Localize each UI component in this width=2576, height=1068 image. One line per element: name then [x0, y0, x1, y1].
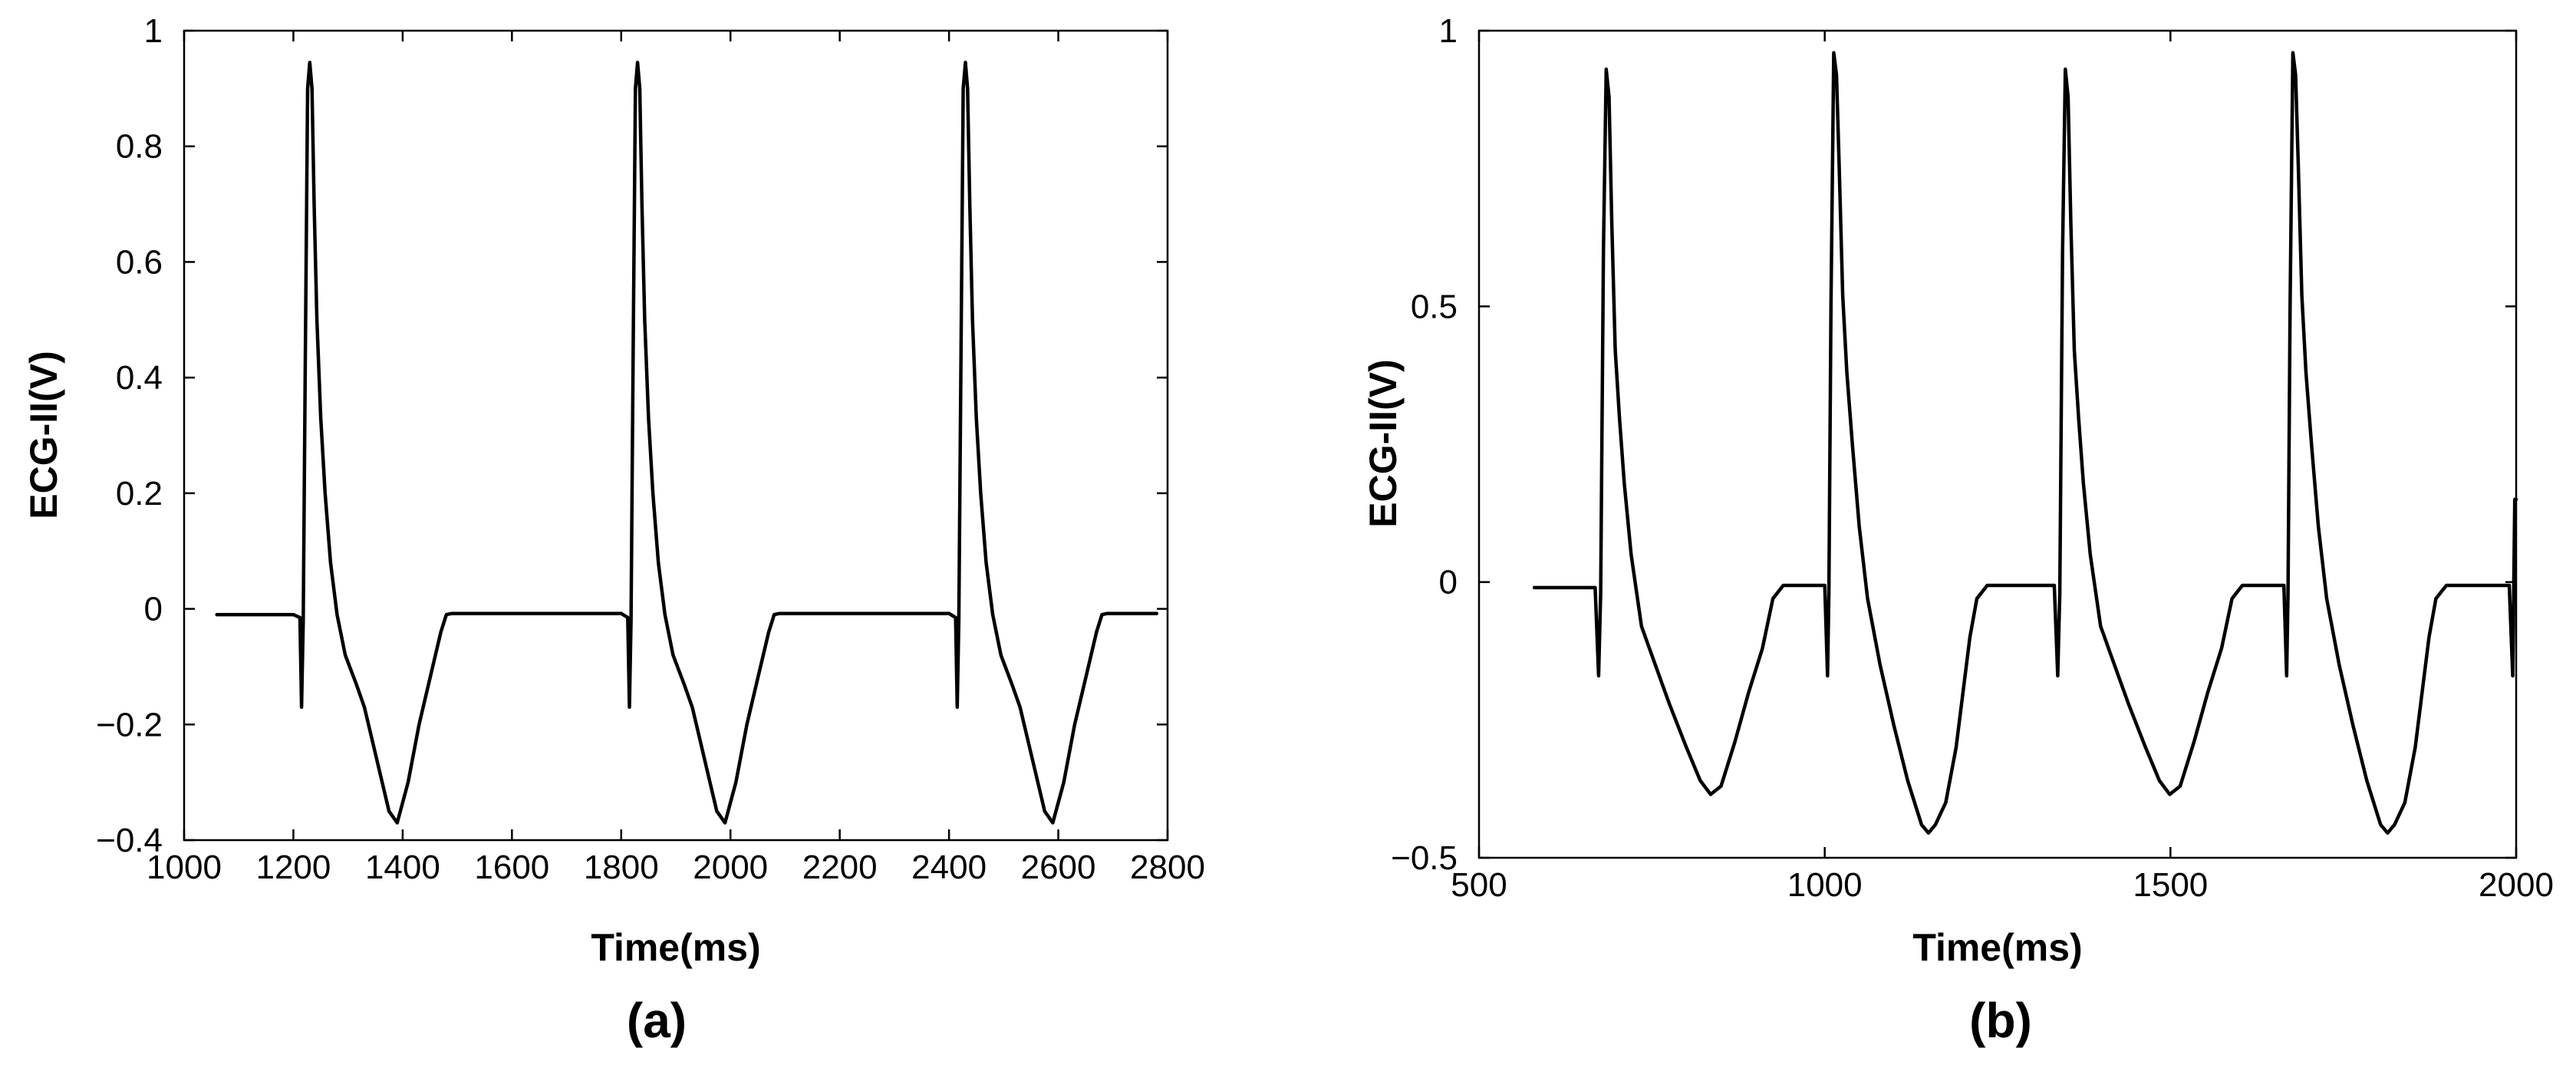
- panel-a-x-ticks: 1000 1200 1400 1600 1800 2000 2200 2400 2600 2800: [147, 31, 1205, 886]
- panel-a-y-tick-label: 0: [144, 591, 163, 628]
- panel-b-y-tick-label: 0.5: [1411, 288, 1458, 325]
- panel-a-y-axis-label: ECG-II(V): [22, 351, 65, 519]
- panel-b-label: (b): [1969, 993, 2032, 1048]
- panel-a-y-tick-label: 0.4: [116, 359, 163, 397]
- panel-a-chart: 1000 1200 1400 1600 1800 2000 2200 2400 2600 2800…: [22, 12, 1205, 1048]
- panel-a-x-tick-label: 2200: [802, 849, 878, 886]
- panel-a-y-ticks: −0.4 −0.2 0 0.2 0.4 0.6 0.8 1: [96, 12, 1168, 859]
- panel-a-y-tick-label: 0.6: [116, 243, 163, 281]
- panel-b-x-ticks: 500 1000 1500 2000: [1451, 31, 2554, 904]
- panel-b-series-line: [1532, 51, 2518, 835]
- panel-a-y-tick-label: −0.4: [96, 822, 163, 859]
- panel-a-x-tick-label: 1400: [365, 849, 440, 886]
- panel-b-y-ticks: −0.5 0 0.5 1: [1391, 12, 2516, 877]
- panel-b-y-axis-label: ECG-II(V): [1362, 359, 1405, 527]
- panel-a-x-tick-label: 2400: [911, 849, 987, 886]
- panel-a-x-tick-label: 1600: [474, 849, 549, 886]
- panel-a-x-axis-label: Time(ms): [591, 926, 760, 969]
- panel-b-y-tick-label: 0: [1439, 564, 1458, 602]
- panel-b-x-axis-label: Time(ms): [1912, 926, 2082, 969]
- panel-a-y-tick-label: 0.8: [116, 128, 163, 166]
- panel-a-x-tick-label: 1000: [147, 849, 222, 886]
- panel-a-x-tick-label: 2600: [1021, 849, 1096, 886]
- panel-a-x-tick-label: 2800: [1130, 849, 1205, 886]
- panel-b-x-tick-label: 1500: [2133, 866, 2208, 904]
- panel-a-plot-frame: [183, 29, 1169, 842]
- panel-b-chart: 500 1000 1500 2000 −0.5 0 0.5 1 Time(ms) ECG-I…: [1362, 12, 2554, 1048]
- panel-a-x-tick-label: 2000: [693, 849, 768, 886]
- panel-b-y-tick-label: −0.5: [1391, 839, 1458, 877]
- panel-b-plot-frame: [1477, 29, 2518, 859]
- panel-a-y-tick-label: −0.2: [96, 706, 163, 743]
- panel-b-x-tick-label: 500: [1451, 866, 1507, 904]
- panel-a-y-tick-label: 1: [144, 12, 163, 50]
- panel-a-x-tick-label: 1800: [584, 849, 659, 886]
- panel-a-x-tick-label: 1200: [255, 849, 331, 886]
- panel-b-x-tick-label: 2000: [2479, 866, 2554, 904]
- panel-a-y-tick-label: 0.2: [116, 475, 163, 513]
- panel-a-label: (a): [627, 993, 687, 1048]
- panel-b-y-tick-label: 1: [1439, 12, 1458, 50]
- panel-a-series-line: [215, 61, 1159, 825]
- panel-b-x-tick-label: 1000: [1787, 866, 1863, 904]
